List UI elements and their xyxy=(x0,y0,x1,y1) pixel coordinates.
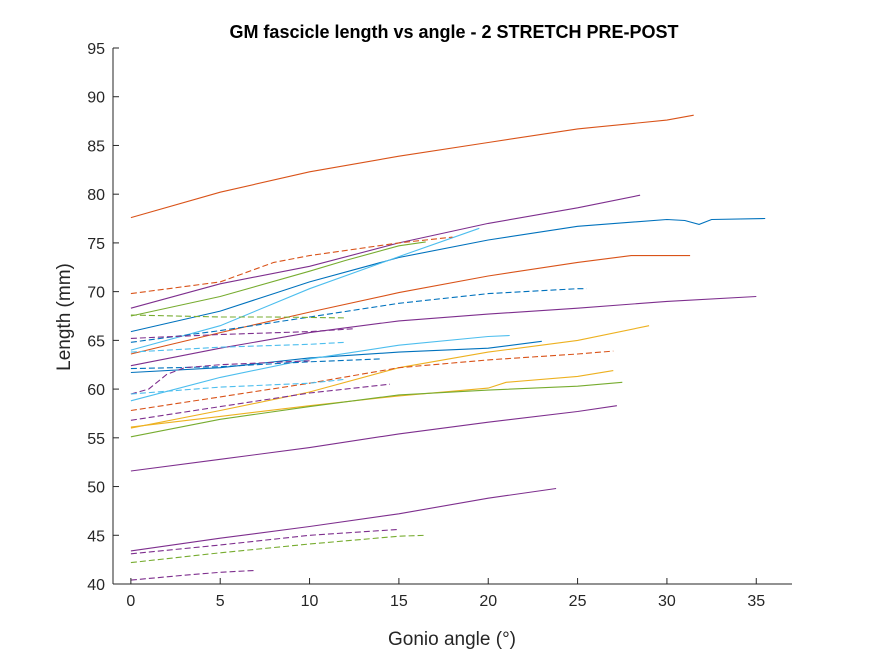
chart-title: GM fascicle length vs angle - 2 STRETCH … xyxy=(229,22,678,42)
y-tick-label: 70 xyxy=(87,285,105,302)
x-tick-label: 20 xyxy=(479,593,497,610)
y-tick-label: 90 xyxy=(87,90,105,107)
y-tick-label: 95 xyxy=(87,41,105,58)
y-tick-label: 75 xyxy=(87,236,105,253)
series-line-26 xyxy=(130,534,426,564)
series-line-13 xyxy=(130,405,617,472)
x-tick-label: 25 xyxy=(569,593,587,610)
y-tick-label: 45 xyxy=(87,528,105,545)
plot-area xyxy=(130,114,766,581)
y-tick-label: 55 xyxy=(87,431,105,448)
series-line-18 xyxy=(130,328,355,339)
y-tick-label: 40 xyxy=(87,577,105,594)
series-line-9 xyxy=(130,334,510,402)
x-tick-label: 30 xyxy=(658,593,676,610)
series-line-2 xyxy=(130,194,641,309)
y-tick-label: 85 xyxy=(87,138,105,155)
series-line-4 xyxy=(130,241,426,317)
y-axis-label: Length (mm) xyxy=(54,263,75,371)
y-tick-label: 65 xyxy=(87,333,105,350)
series-line-24 xyxy=(130,383,391,421)
series-line-15 xyxy=(130,236,453,295)
series-line-7 xyxy=(130,295,757,367)
series-line-25 xyxy=(130,528,399,555)
series-line-14 xyxy=(130,487,557,552)
axes: 0 5 10 15 20 25 30 35 40 45 50 55 60 65 70 75 80 85 90 95 xyxy=(87,41,792,610)
series-line-16 xyxy=(130,288,587,343)
x-tick-label: 10 xyxy=(301,593,319,610)
series-line-23 xyxy=(130,378,346,395)
y-tick-label: 50 xyxy=(87,480,105,497)
y-tick-label: 80 xyxy=(87,187,105,204)
x-tick-label: 35 xyxy=(747,593,765,610)
x-tick-label: 0 xyxy=(126,593,135,610)
series-line-8 xyxy=(130,340,542,374)
series-line-22 xyxy=(130,350,614,412)
y-tick-label: 60 xyxy=(87,382,105,399)
series-line-12 xyxy=(130,381,623,438)
x-tick-label: 5 xyxy=(216,593,225,610)
series-line-19 xyxy=(130,341,346,353)
series-line-5 xyxy=(130,227,480,351)
x-axis-label: Gonio angle (°) xyxy=(388,629,516,650)
x-tick-label: 15 xyxy=(390,593,408,610)
series-line-6 xyxy=(130,255,691,355)
series-line-3 xyxy=(130,217,766,333)
series-line-1 xyxy=(130,114,694,219)
series-line-21 xyxy=(130,360,310,395)
series-line-27 xyxy=(130,569,256,581)
